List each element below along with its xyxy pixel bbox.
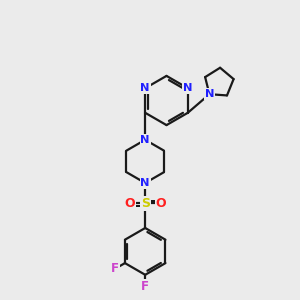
Text: F: F xyxy=(111,262,119,275)
Text: O: O xyxy=(124,197,135,210)
Text: N: N xyxy=(140,178,150,188)
Text: N: N xyxy=(183,83,193,93)
Text: N: N xyxy=(205,89,214,99)
Text: S: S xyxy=(141,197,150,210)
Text: O: O xyxy=(155,197,166,210)
Text: F: F xyxy=(141,280,149,293)
Text: N: N xyxy=(140,135,150,145)
Text: N: N xyxy=(140,83,150,93)
